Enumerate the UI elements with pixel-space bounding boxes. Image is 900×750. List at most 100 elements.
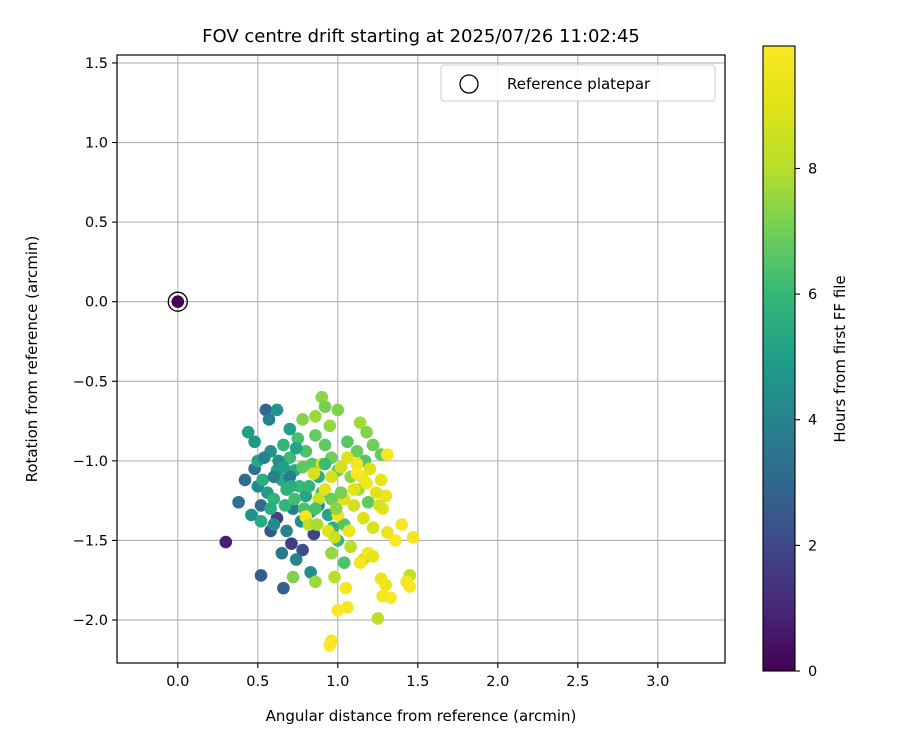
data-point <box>254 499 268 512</box>
data-point <box>309 502 322 515</box>
data-point <box>318 483 332 496</box>
data-point <box>289 441 303 455</box>
data-point <box>283 422 297 436</box>
data-point <box>267 518 281 531</box>
reference-marker <box>167 291 188 312</box>
data-point <box>264 502 277 515</box>
data-point <box>331 604 345 617</box>
x-tick-label: 1.0 <box>326 674 349 690</box>
data-point <box>275 546 289 560</box>
data-point <box>318 457 332 471</box>
colorbar-tick-label: 4 <box>808 413 817 429</box>
data-point <box>366 521 380 535</box>
data-point <box>403 580 417 593</box>
y-tick-label: −2.0 <box>73 613 108 629</box>
data-point <box>267 492 281 506</box>
data-point <box>369 486 383 499</box>
data-point <box>254 515 268 528</box>
data-point <box>302 480 316 493</box>
data-point <box>323 639 337 652</box>
data-point <box>307 527 321 541</box>
data-point <box>307 467 321 480</box>
data-point <box>309 575 322 589</box>
data-point <box>366 438 380 452</box>
data-point <box>262 413 276 426</box>
data-point <box>318 438 332 452</box>
data-point <box>357 511 370 525</box>
reference-circle-icon <box>167 291 188 312</box>
data-point <box>305 457 319 471</box>
x-tick-label: 0.5 <box>246 674 269 690</box>
data-point <box>245 508 258 522</box>
data-point <box>361 495 375 509</box>
chart-title: FOV centre drift starting at 2025/07/26 … <box>202 26 640 47</box>
data-point <box>296 543 309 557</box>
data-point <box>334 486 348 499</box>
data-point <box>277 460 290 474</box>
data-point <box>350 457 364 471</box>
data-point <box>219 535 233 549</box>
colorbar-tick-label: 6 <box>808 287 817 303</box>
legend-entry-reference: Reference platepar <box>507 75 651 93</box>
data-point <box>254 569 268 582</box>
data-point <box>257 451 271 464</box>
data-point <box>296 460 309 474</box>
data-point <box>325 470 338 484</box>
data-point <box>289 553 303 566</box>
x-axis-label: Angular distance from reference (arcmin) <box>266 707 577 725</box>
y-tick-label: −1.5 <box>73 533 108 549</box>
y-tick-label: −1.0 <box>73 454 108 470</box>
plot-frame <box>116 54 726 664</box>
data-point <box>360 425 373 439</box>
data-point <box>363 462 377 476</box>
data-point <box>347 499 361 512</box>
data-point <box>291 432 305 445</box>
data-point <box>381 448 394 461</box>
data-point <box>296 413 309 426</box>
data-point <box>309 429 322 442</box>
data-point <box>310 518 324 531</box>
data-point <box>315 390 329 404</box>
legend: Reference platepar <box>440 64 716 102</box>
data-point <box>342 524 356 538</box>
scatter-points <box>171 295 420 652</box>
data-point <box>341 451 354 464</box>
data-point <box>381 526 394 539</box>
data-point <box>360 476 373 490</box>
data-point <box>285 537 298 550</box>
data-point <box>395 518 409 531</box>
data-point <box>286 570 300 584</box>
data-point <box>309 409 322 423</box>
data-point <box>373 499 386 512</box>
data-point <box>350 467 364 480</box>
data-point <box>325 492 338 506</box>
legend-marker-icon <box>459 74 479 94</box>
data-point <box>288 492 301 506</box>
colorbar-ticks: 0 2 4 6 8 <box>795 161 817 680</box>
y-tick-label: 0.0 <box>85 295 108 311</box>
data-point <box>312 492 325 506</box>
data-point <box>353 556 367 570</box>
legend-box <box>440 64 716 102</box>
data-point <box>334 460 348 474</box>
x-tick-label: 2.0 <box>486 674 509 690</box>
data-point <box>331 403 345 417</box>
colorbar-tick-label: 0 <box>808 664 817 680</box>
y-tick-label: 0.5 <box>85 215 108 231</box>
data-point <box>341 435 354 449</box>
y-axis-label: Rotation from reference (arcmin) <box>23 236 41 483</box>
data-point <box>277 438 290 452</box>
x-tick-label: 2.5 <box>566 674 589 690</box>
data-point <box>374 572 388 585</box>
data-point <box>406 530 420 544</box>
data-point <box>171 295 185 309</box>
data-point <box>341 600 354 614</box>
data-point <box>238 473 252 487</box>
data-point <box>344 540 357 554</box>
data-point <box>329 502 343 515</box>
data-point <box>299 445 313 458</box>
y-tick-label: 1.0 <box>85 136 108 152</box>
data-point <box>299 489 313 503</box>
data-point <box>232 495 245 509</box>
data-point <box>366 550 380 563</box>
